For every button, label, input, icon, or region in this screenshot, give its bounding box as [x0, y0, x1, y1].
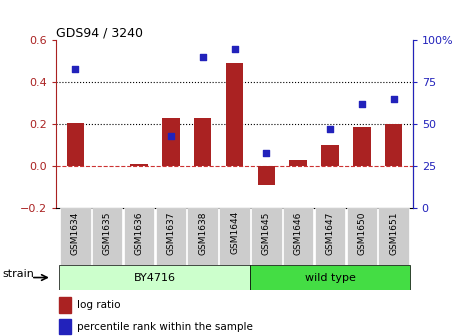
Point — [72, 66, 79, 72]
FancyBboxPatch shape — [251, 208, 281, 265]
Point — [199, 54, 206, 60]
Bar — [194, 119, 212, 166]
FancyBboxPatch shape — [188, 208, 218, 265]
Text: BY4716: BY4716 — [134, 272, 176, 283]
Text: GSM1638: GSM1638 — [198, 211, 207, 255]
Point — [358, 101, 365, 107]
Bar — [130, 164, 148, 166]
FancyBboxPatch shape — [156, 208, 186, 265]
Bar — [385, 124, 402, 166]
Bar — [162, 119, 180, 166]
Text: GSM1647: GSM1647 — [325, 211, 334, 255]
Point — [231, 46, 238, 51]
Text: GSM1646: GSM1646 — [294, 211, 303, 255]
Text: GDS94 / 3240: GDS94 / 3240 — [56, 26, 144, 39]
Point — [326, 127, 334, 132]
Bar — [321, 145, 339, 166]
FancyBboxPatch shape — [92, 208, 122, 265]
Text: GSM1634: GSM1634 — [71, 211, 80, 255]
Bar — [289, 160, 307, 166]
Point — [390, 96, 397, 102]
FancyBboxPatch shape — [378, 208, 409, 265]
Bar — [353, 127, 371, 166]
Bar — [257, 166, 275, 185]
Text: wild type: wild type — [304, 272, 356, 283]
FancyBboxPatch shape — [60, 208, 91, 265]
FancyBboxPatch shape — [283, 208, 313, 265]
Text: GSM1645: GSM1645 — [262, 211, 271, 255]
Bar — [67, 123, 84, 166]
Text: GSM1637: GSM1637 — [166, 211, 175, 255]
FancyBboxPatch shape — [250, 265, 409, 290]
FancyBboxPatch shape — [347, 208, 377, 265]
Text: strain: strain — [3, 269, 35, 279]
Text: GSM1651: GSM1651 — [389, 211, 398, 255]
FancyBboxPatch shape — [60, 265, 250, 290]
FancyBboxPatch shape — [124, 208, 154, 265]
Text: percentile rank within the sample: percentile rank within the sample — [77, 322, 253, 332]
FancyBboxPatch shape — [219, 208, 250, 265]
Text: GSM1650: GSM1650 — [357, 211, 366, 255]
Text: log ratio: log ratio — [77, 300, 121, 310]
FancyBboxPatch shape — [315, 208, 345, 265]
Bar — [226, 64, 243, 166]
Text: GSM1635: GSM1635 — [103, 211, 112, 255]
Text: GSM1644: GSM1644 — [230, 211, 239, 254]
Point — [167, 133, 174, 139]
Text: GSM1636: GSM1636 — [135, 211, 144, 255]
Bar — [59, 297, 71, 312]
Point — [263, 150, 270, 156]
Bar — [59, 319, 71, 335]
